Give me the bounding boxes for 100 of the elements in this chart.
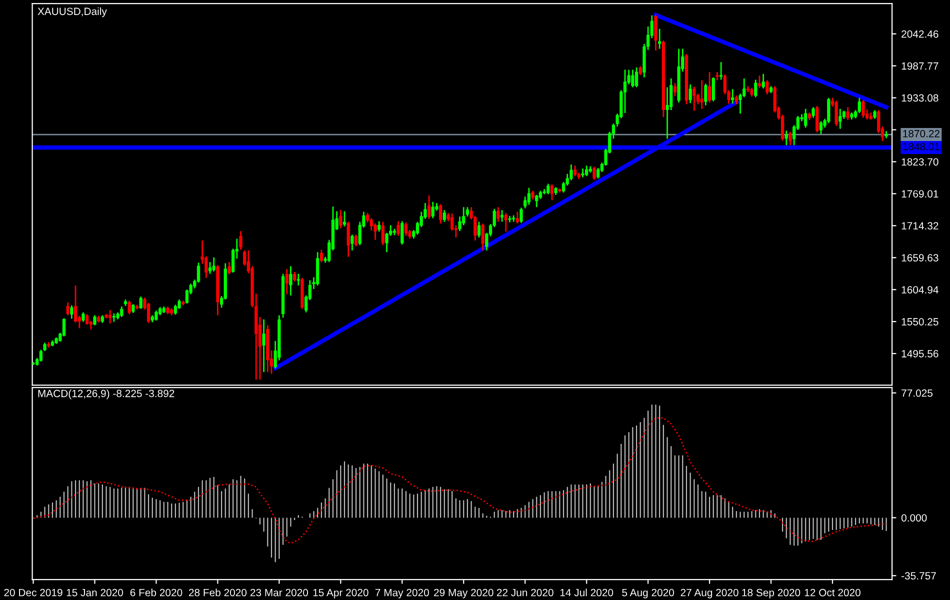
candlestick [396,220,400,236]
candlestick [762,73,765,90]
y-tick-label: 77.025 [902,389,932,397]
ref-line-label: 1870.22 [903,130,940,138]
candlestick [212,256,216,272]
line-series [654,12,888,110]
y-tick-label: 1495.56 [902,350,938,358]
candlestick [139,296,142,310]
y-tick-label: 2042.46 [902,30,938,38]
y-tick-label: 1987.77 [902,62,938,70]
y-tick-label: 1933.08 [902,94,938,102]
candlestick [292,271,296,282]
candlestick [631,69,634,88]
candlestick [573,164,577,177]
candlestick [128,300,131,315]
x-tick-label: 15 Jan 2020 [66,588,124,596]
candlestick [346,221,350,258]
candlestick [592,166,596,180]
candlestick [712,76,715,102]
x-tick-label: 15 Apr 2020 [313,588,368,598]
candlestick [658,28,662,50]
candlestick [804,108,808,128]
candlestick [339,209,342,229]
candlestick [239,230,242,251]
candlestick [350,234,354,252]
x-tick-label: 27 Aug 2020 [680,588,738,598]
x-tick-label: 20 Dec 2019 [4,588,62,596]
candlestick [120,306,124,318]
y-tick-label: 0.000 [901,514,927,522]
candlestick [520,207,523,224]
x-tick-label: 22 Jun 2020 [496,588,554,596]
y-tick-label: 1769.01 [902,190,938,198]
candlestick [404,222,408,236]
candlestick [500,209,504,222]
chart-title: MACD(12,26,9) -8.225 -3.892 [38,390,174,400]
x-tick-label: 18 Sep 2020 [742,588,800,598]
x-tick-label: 12 Oct 2020 [804,588,860,596]
candlestick [535,194,538,208]
candlestick [342,210,346,228]
candlestick [85,313,89,326]
candlestick [208,261,212,274]
candlestick [481,222,484,252]
candlestick [154,310,158,322]
candlestick [716,71,719,81]
candlestick [700,80,704,110]
candlestick [527,187,531,206]
candlestick [66,302,70,316]
candlestick [846,106,850,121]
candlestick [496,206,500,222]
chart-title: XAUUSD,Daily [38,7,107,18]
candlestick [838,108,842,130]
x-tick-label: 29 May 2020 [434,588,494,598]
candlestick [262,318,266,373]
candlestick [731,88,734,104]
candlestick [834,100,838,127]
candlestick [442,209,446,222]
candlestick [378,220,381,232]
candlestick [438,204,442,224]
candlestick [70,304,74,320]
y-tick-label: 1604.94 [902,286,938,294]
candlestick [708,71,712,104]
candlestick [289,265,292,296]
candlestick [704,83,708,106]
candlestick [546,183,550,195]
candlestick [108,309,112,324]
x-tick-label: 6 Feb 2020 [130,588,182,596]
candlestick [692,86,696,112]
candlestick [320,249,324,263]
candlestick [477,221,481,238]
candlestick [516,211,519,224]
ref-line-label: 1848.01 [903,142,940,150]
x-tick-label: 14 Jul 2020 [560,588,614,596]
candlestick [400,220,404,246]
candlestick [550,184,554,201]
y-tick-label: 1659.63 [902,254,938,262]
candlestick [504,212,508,232]
x-tick-label: 23 Mar 2020 [250,588,308,596]
candlestick [39,349,43,362]
candlestick [766,80,769,96]
x-tick-label: 28 Feb 2020 [188,588,247,596]
candlestick [654,14,658,52]
candlestick [719,61,723,80]
candlestick [93,314,96,326]
x-tick-label: 7 May 2020 [375,588,429,598]
candlestick [634,66,638,88]
candlestick [784,130,788,146]
candlestick [431,201,434,219]
candlestick [688,84,692,104]
candlestick [82,312,85,322]
candlestick [819,120,823,135]
candlestick [673,82,677,97]
candlestick [788,131,792,146]
candlestick [585,164,588,177]
candlestick [228,261,231,276]
y-tick-label: -35.757 [902,572,936,580]
candlestick [62,318,66,338]
candlestick [816,105,819,134]
y-tick-label: 1714.32 [902,222,938,230]
candlestick [862,99,865,118]
candlestick [285,268,288,295]
